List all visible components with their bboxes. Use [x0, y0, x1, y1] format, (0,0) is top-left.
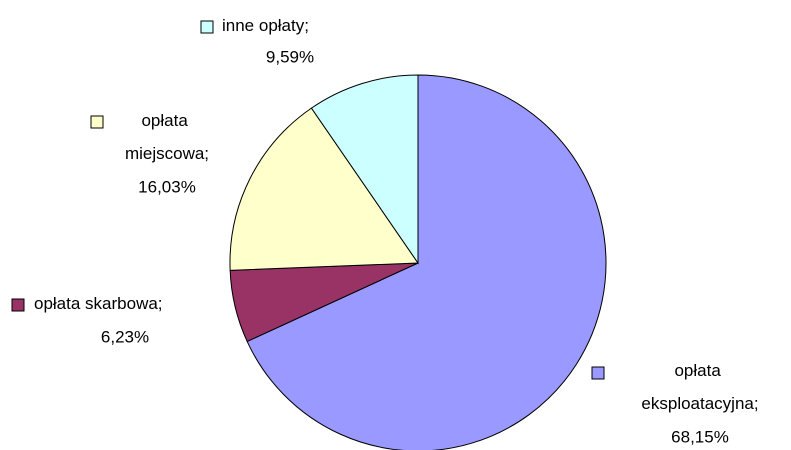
slice-label: opłata miejscowa; [125, 111, 209, 163]
legend-swatch [591, 366, 605, 380]
slice-label: inne opłaty; [222, 16, 309, 35]
slice-label: opłata eksploatacyjna; [641, 361, 758, 413]
pie-slice [229, 107, 419, 271]
slice-label: opłata skarbowa; [34, 294, 163, 313]
slice-value-label: 68,15% [671, 427, 729, 446]
slice-value-label: 9,59% [266, 47, 314, 66]
legend-swatch [200, 20, 214, 34]
legend-swatch [11, 298, 25, 312]
slice-value-label: 6,23% [101, 327, 149, 346]
pie-slice [246, 74, 607, 450]
legend-swatch [90, 115, 104, 129]
pie-slice [310, 74, 419, 265]
slice-value-label: 16,03% [138, 177, 196, 196]
